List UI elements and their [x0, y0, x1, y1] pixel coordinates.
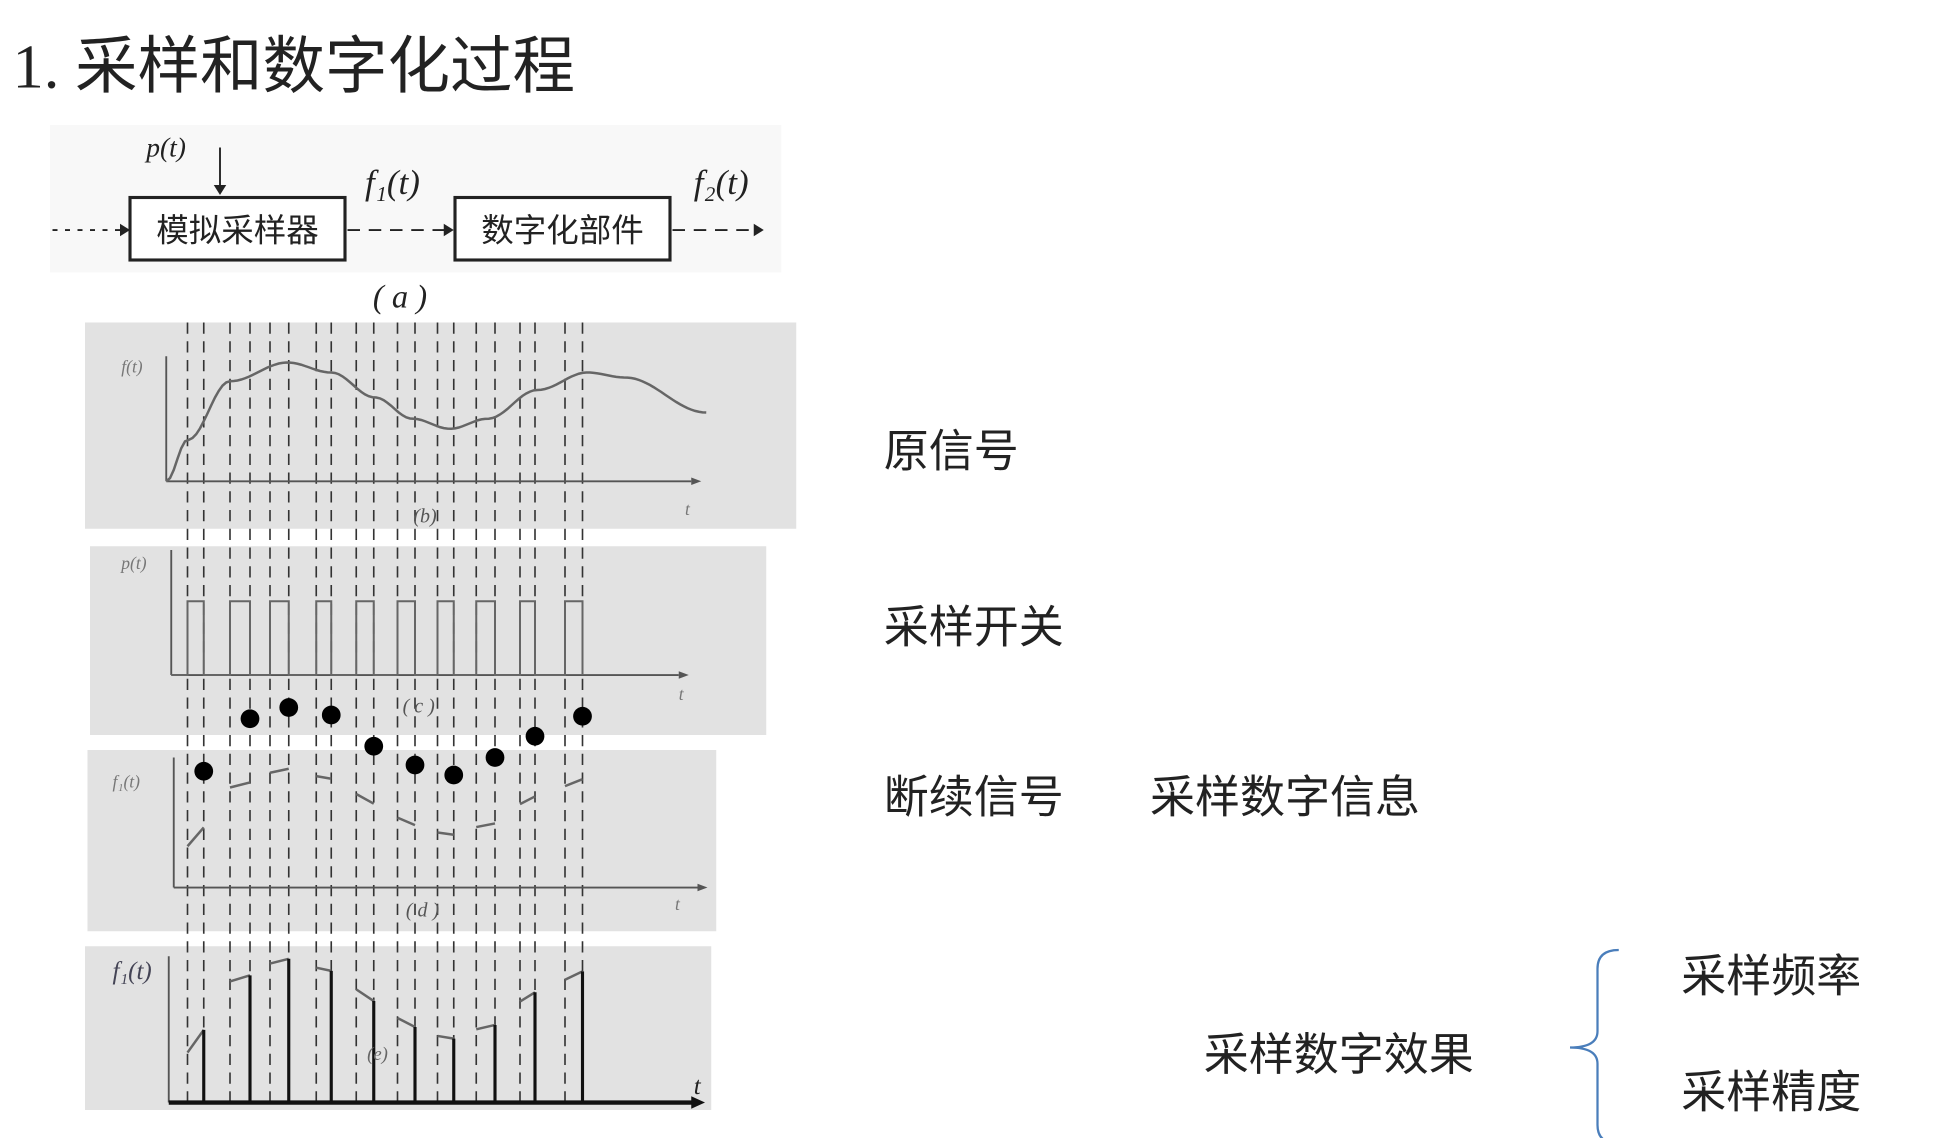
- sampling-pulse-train: [171, 600, 584, 676]
- label-sampling-frequency: 采样频率: [1681, 949, 1861, 1002]
- discrete-signal-segment: [186, 826, 205, 848]
- axis-arrow-icon: [691, 477, 702, 485]
- axis-arrow-icon: [697, 883, 708, 892]
- sampled-segment: [396, 1016, 416, 1029]
- sampled-segment: [186, 1029, 205, 1054]
- panel-c-ylabel: p(t): [119, 553, 146, 573]
- digital-sample-dot: [194, 761, 214, 781]
- arrow-head-icon: [443, 223, 454, 237]
- sampled-segment: [229, 974, 251, 983]
- discrete-signal-segment: [229, 781, 251, 789]
- discrete-signal-segment: [355, 792, 375, 805]
- panel-b-caption: (b): [413, 505, 437, 527]
- label-sampling-effect: 采样数字效果: [1204, 1028, 1474, 1081]
- digital-sample-dot: [240, 709, 260, 729]
- brace-icon: [1569, 948, 1619, 1138]
- discrete-signal-segment: [564, 778, 583, 788]
- sampled-segment: [437, 1034, 454, 1040]
- discrete-signal-segment: [397, 816, 416, 827]
- axis-arrow-icon: [691, 1096, 705, 1109]
- panel-c-caption: ( c ): [403, 696, 436, 718]
- axis-arrow-icon: [678, 671, 689, 679]
- discrete-signal-segment: [269, 767, 290, 774]
- digital-sample-dot: [364, 736, 384, 756]
- caption-a: ( a ): [373, 280, 427, 316]
- label-discrete-signal: 断续信号: [884, 771, 1064, 824]
- block-diagram: p(t) 模拟采样器 f₁(t) 数字化部件 f₂(t) ( a ): [50, 125, 782, 316]
- digital-sample-dot: [525, 726, 545, 746]
- panel-e-xlabel: t: [694, 1073, 702, 1100]
- sampled-segment: [269, 957, 290, 965]
- f2-label: f₂(t): [694, 163, 749, 202]
- digitizer-label: 数字化部件: [481, 211, 644, 249]
- sampled-segment: [315, 966, 332, 973]
- sampled-segment: [475, 1023, 496, 1031]
- digital-sample-dot: [321, 705, 341, 725]
- panel-c-xlabel: t: [679, 684, 685, 704]
- label-sampled-digital-info: 采样数字信息: [1150, 771, 1420, 824]
- digital-sample-dot: [485, 748, 505, 767]
- digital-sample-dot: [279, 698, 299, 717]
- panel-b-ylabel: f(t): [121, 357, 143, 377]
- digital-sample-dot: [444, 765, 464, 785]
- digital-sample-dot: [573, 706, 592, 726]
- discrete-signal-segment: [476, 822, 496, 829]
- f1-label: f₁(t): [365, 163, 420, 202]
- panel-d-caption: ( d ): [406, 899, 440, 921]
- panel-e-ylabel: f₁(t): [113, 958, 152, 985]
- arrow-head-icon: [120, 223, 131, 237]
- slide-title: 1. 采样和数字化过程: [13, 32, 576, 102]
- original-signal-curve: [165, 361, 707, 483]
- label-original-signal: 原信号: [884, 424, 1019, 477]
- arrow-head-icon: [213, 185, 227, 195]
- discrete-signal-segment: [519, 795, 536, 806]
- sampled-segment: [355, 988, 375, 1003]
- arrow-head-icon: [753, 223, 764, 237]
- sampled-segment: [519, 991, 536, 1003]
- digitizer-block: [453, 195, 672, 262]
- analog-sampler-block: [128, 195, 347, 262]
- discrete-signal-segment: [437, 831, 454, 836]
- label-sampling-switch: 采样开关: [884, 601, 1064, 654]
- panel-e-caption: (e): [367, 1044, 388, 1065]
- discrete-signal-segment: [316, 774, 332, 780]
- panel-c: [90, 546, 767, 735]
- panel-d-xlabel: t: [675, 894, 681, 914]
- panel-d-ylabel: f₁(t): [113, 772, 141, 792]
- sampling-plots: [165, 322, 708, 1109]
- input-signal-label: p(t): [144, 131, 186, 162]
- analog-sampler-label: 模拟采样器: [156, 211, 319, 249]
- panel-d: [87, 750, 717, 932]
- panel-b-xlabel: t: [685, 499, 691, 519]
- sampled-segment: [564, 970, 584, 981]
- digital-sample-dot: [405, 755, 425, 775]
- label-sampling-precision: 采样精度: [1681, 1066, 1861, 1119]
- panel-b: [85, 322, 797, 529]
